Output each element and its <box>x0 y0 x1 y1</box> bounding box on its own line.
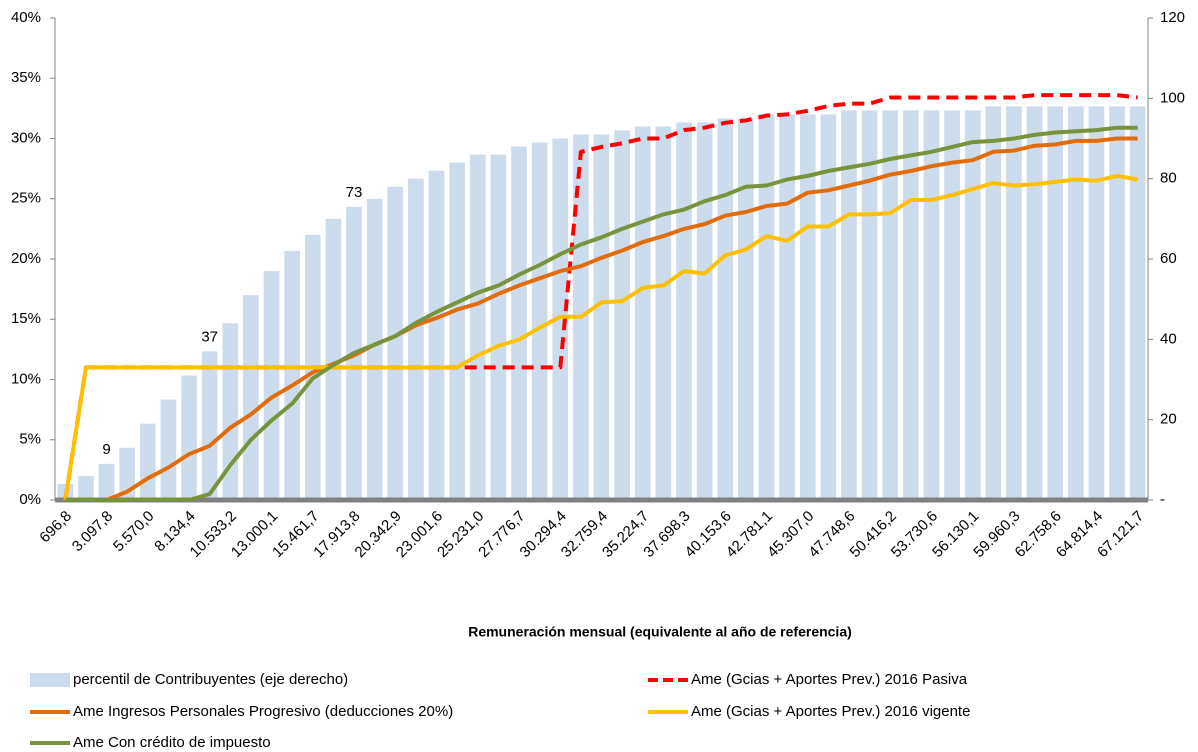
bar <box>243 295 259 500</box>
y-tick-label: 25% <box>11 190 41 207</box>
y-tick-label: 30% <box>11 129 41 146</box>
bar <box>882 110 899 500</box>
bar <box>387 186 404 500</box>
bar <box>1026 106 1043 500</box>
bar <box>98 463 115 500</box>
bar <box>593 134 610 500</box>
bar <box>964 110 981 500</box>
bar <box>1109 106 1125 500</box>
bar <box>552 138 569 500</box>
bar <box>449 162 465 500</box>
line <box>63 173 1139 501</box>
legend-label: percentil de Contribuyentes (eje derecho… <box>73 671 348 688</box>
bar <box>841 110 857 500</box>
bar <box>799 114 816 501</box>
bar <box>531 142 548 500</box>
legend-label: Ame (Gcias + Aportes Prev.) 2016 Pasiva <box>691 671 968 688</box>
bar-value-label: 73 <box>346 184 363 201</box>
legend-label: Ame (Gcias + Aportes Prev.) 2016 vigente <box>691 703 970 720</box>
bar <box>985 106 1002 500</box>
line <box>65 136 1138 502</box>
legend-label: Ame Ingresos Personales Progresivo (dedu… <box>73 703 453 720</box>
bar <box>78 475 94 500</box>
bar <box>779 114 795 501</box>
x-tick-label: 3.097,8 <box>69 508 116 555</box>
bar <box>1067 106 1084 500</box>
bar-value-label: 37 <box>201 328 218 345</box>
bar <box>201 351 218 500</box>
bar <box>1006 106 1022 500</box>
y2-tick-label: 20 <box>1160 411 1177 428</box>
bar <box>181 375 197 500</box>
bar <box>923 110 940 500</box>
x-tick-label: 5.570,0 <box>110 508 157 555</box>
bar <box>1047 106 1064 500</box>
legend-label: Ame Con crédito de impuesto <box>73 734 271 751</box>
bar <box>408 178 424 500</box>
bar <box>634 126 651 500</box>
y-tick-label: 40% <box>11 9 41 26</box>
bar <box>263 271 280 500</box>
bar <box>469 154 486 501</box>
bar <box>717 118 734 501</box>
bar <box>820 114 837 501</box>
y-tick-label: 5% <box>19 431 41 448</box>
x-axis-title: Remuneración mensual (equivalente al año… <box>468 624 852 640</box>
y2-tick-label: 40 <box>1160 330 1177 347</box>
bar <box>676 122 692 500</box>
bar <box>738 118 754 501</box>
bar <box>614 130 630 500</box>
y2-tick-label: 120 <box>1160 9 1185 26</box>
legend-swatch <box>30 673 70 687</box>
y2-tick-label: 60 <box>1160 250 1177 267</box>
bar <box>490 154 507 501</box>
line <box>65 125 1138 502</box>
bar <box>758 114 775 501</box>
bar <box>284 250 300 500</box>
bar <box>655 126 672 500</box>
y2-tick-label: 80 <box>1160 170 1177 187</box>
y-tick-label: 20% <box>11 250 41 267</box>
y2-tick-label: - <box>1160 491 1165 508</box>
bar <box>511 146 527 501</box>
bar <box>366 198 383 500</box>
bar <box>861 110 878 500</box>
bar <box>696 122 713 500</box>
bar <box>1088 106 1105 500</box>
bar <box>160 399 177 500</box>
x-tick-label: 696,8 <box>36 508 75 547</box>
y-tick-label: 35% <box>11 69 41 86</box>
bar <box>1129 106 1146 500</box>
bar <box>428 170 445 500</box>
y-tick-label: 10% <box>11 370 41 387</box>
bar <box>325 218 342 501</box>
bar <box>944 110 960 500</box>
y-tick-label: 0% <box>19 491 41 508</box>
bar-value-label: 9 <box>102 441 110 458</box>
y2-tick-label: 100 <box>1160 89 1185 106</box>
bar <box>139 423 156 500</box>
y-tick-label: 15% <box>11 310 41 327</box>
bar <box>903 110 919 500</box>
